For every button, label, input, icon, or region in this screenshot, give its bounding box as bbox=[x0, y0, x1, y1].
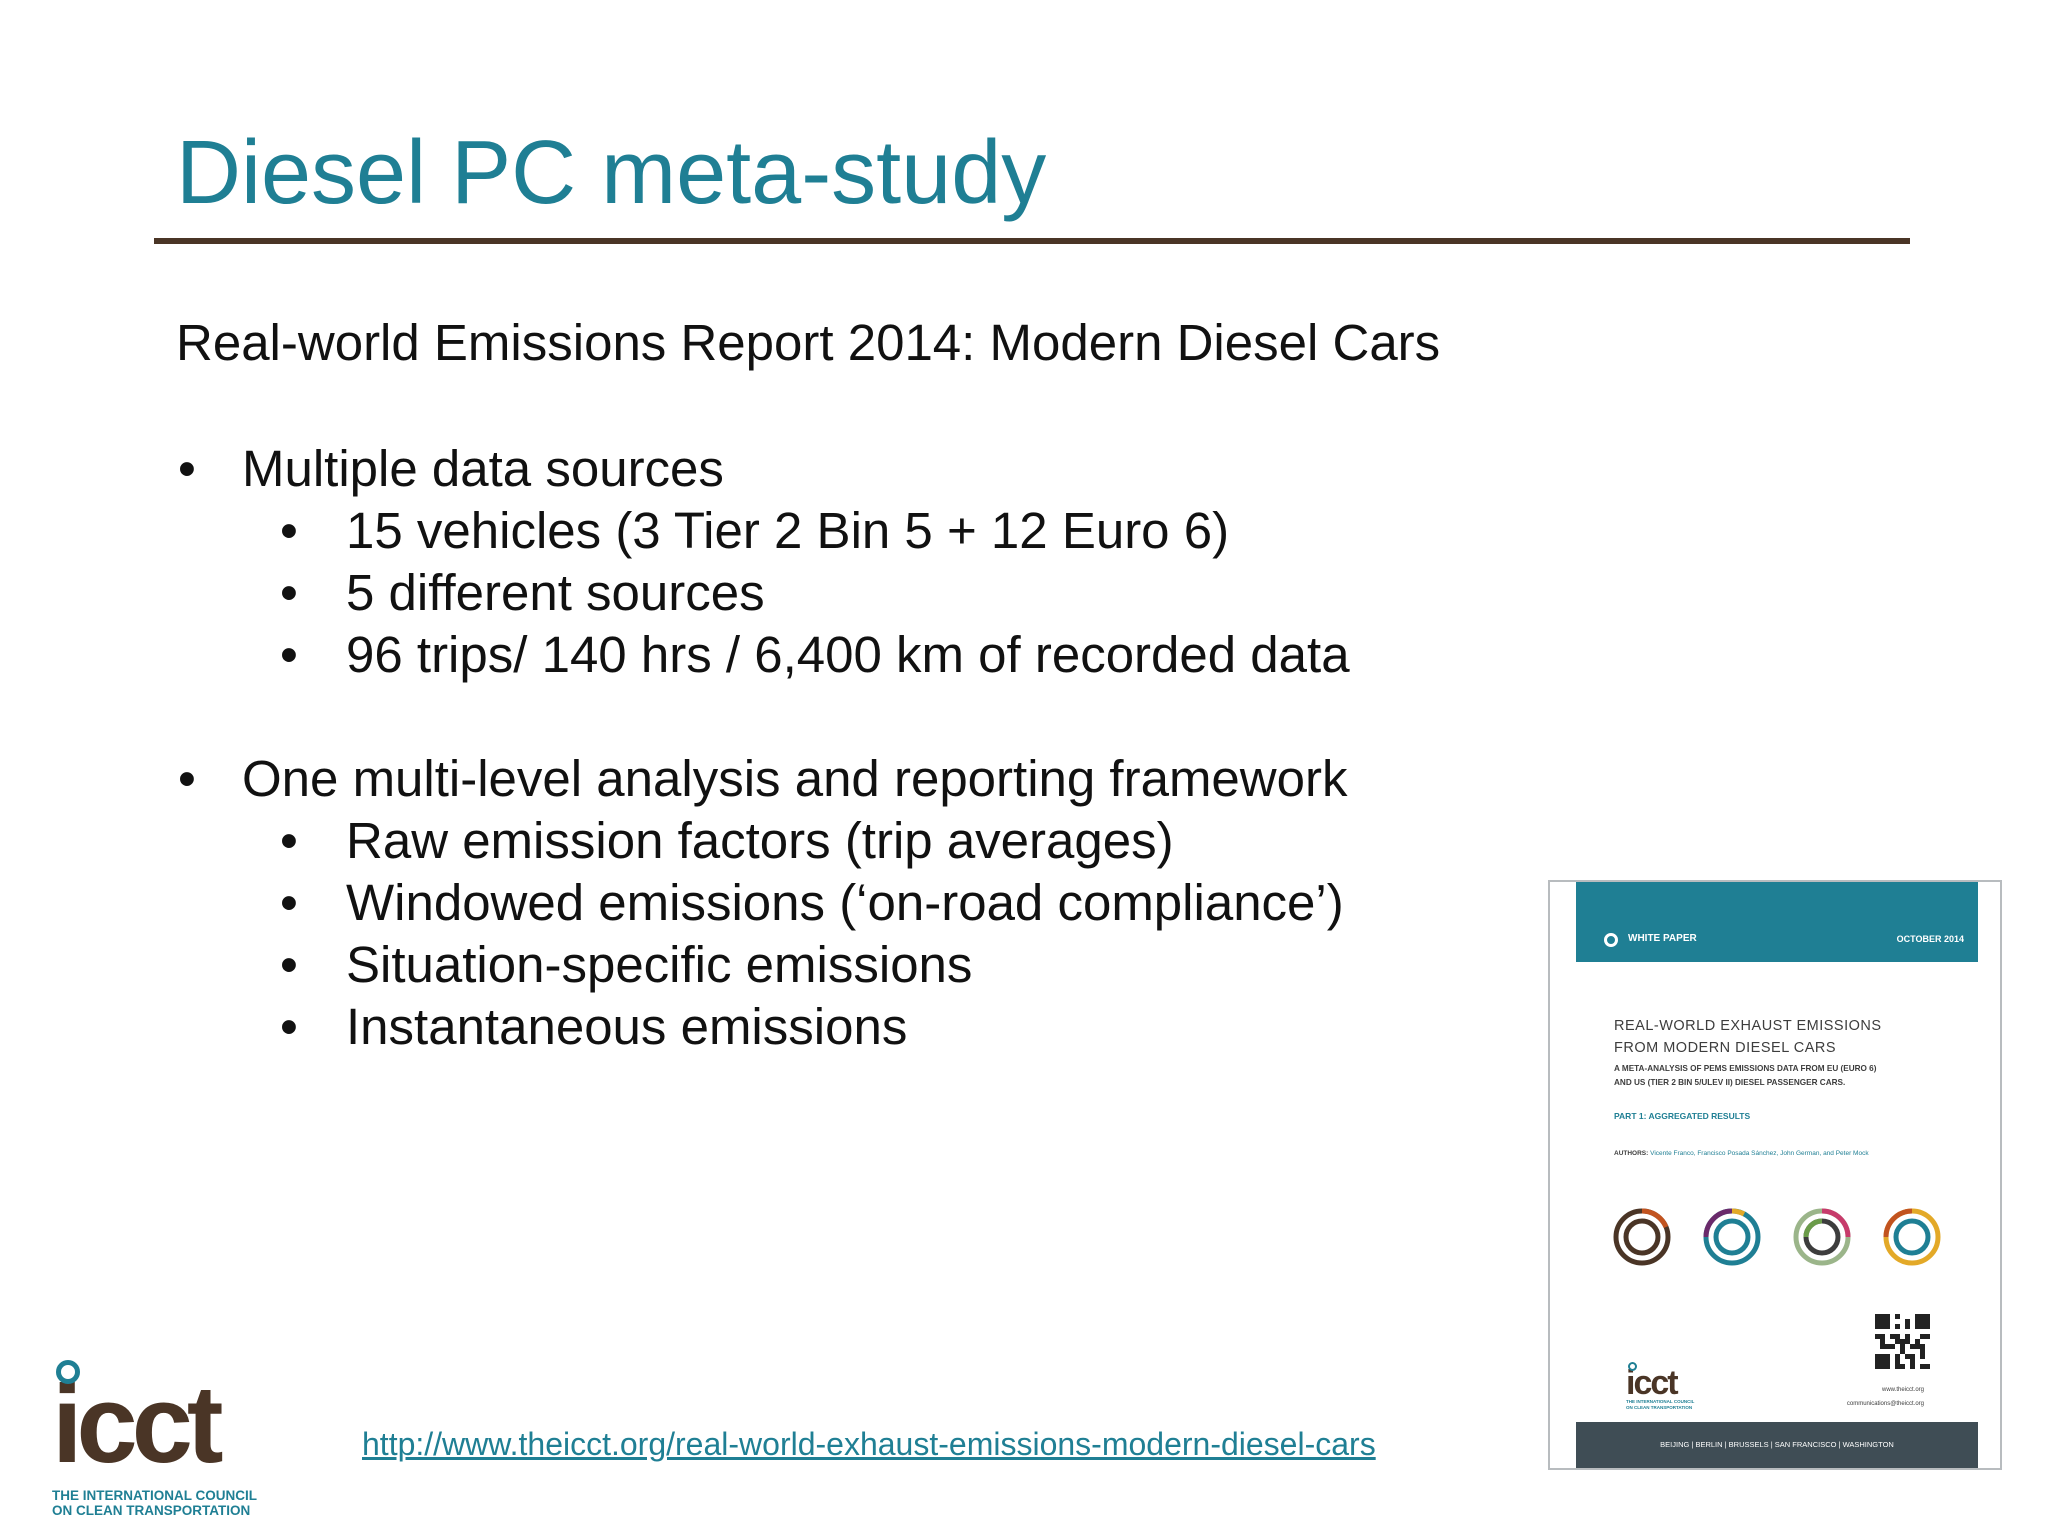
bullet-item: • One multi-level analysis and reporting… bbox=[176, 748, 1350, 810]
sub-bullet-item: • 15 vehicles (3 Tier 2 Bin 5 + 12 Euro … bbox=[176, 500, 1350, 562]
cover-logo-tagline: THE INTERNATIONAL COUNCIL ON CLEAN TRANS… bbox=[1626, 1399, 1695, 1410]
bullet-text: Multiple data sources bbox=[242, 440, 724, 497]
cover-subheading: A META-ANALYSIS OF PEMS EMISSIONS DATA F… bbox=[1614, 1064, 1877, 1087]
bullet-marker: • bbox=[280, 502, 298, 559]
title-divider bbox=[154, 238, 1910, 244]
bullet-marker: • bbox=[280, 936, 298, 993]
cover-date: OCTOBER 2014 bbox=[1896, 934, 1964, 944]
ring-icon bbox=[1883, 1208, 1941, 1266]
cover-logo: icct bbox=[1626, 1362, 1679, 1402]
logo-dot-icon bbox=[1628, 1362, 1637, 1371]
bullet-marker: • bbox=[178, 750, 196, 807]
icct-logo: icct THE INTERNATIONAL COUNCIL ON CLEAN … bbox=[52, 1360, 262, 1518]
bullet-marker: • bbox=[280, 874, 298, 931]
sub-bullet-text: Instantaneous emissions bbox=[346, 998, 908, 1055]
bullet-marker: • bbox=[280, 812, 298, 869]
ring-icon bbox=[1613, 1208, 1671, 1266]
bullet-item: • Multiple data sources bbox=[176, 438, 1350, 500]
sub-bullet-text: Raw emission factors (trip averages) bbox=[346, 812, 1174, 869]
sub-bullet-text: 5 different sources bbox=[346, 564, 765, 621]
report-cover-thumbnail: WHITE PAPER OCTOBER 2014 REAL-WORLD EXHA… bbox=[1548, 880, 2002, 1470]
sub-bullet-text: 15 vehicles (3 Tier 2 Bin 5 + 12 Euro 6) bbox=[346, 502, 1230, 559]
qr-code-icon bbox=[1875, 1314, 1930, 1369]
ring-icon bbox=[1793, 1208, 1851, 1266]
sub-bullet-text: 96 trips/ 140 hrs / 6,400 km of recorded… bbox=[346, 626, 1350, 683]
sub-bullet-item: • Raw emission factors (trip averages) bbox=[176, 810, 1350, 872]
logo-dot-icon bbox=[56, 1360, 80, 1384]
bullet-text: One multi-level analysis and reporting f… bbox=[242, 750, 1348, 807]
sub-bullet-item: • Situation-specific emissions bbox=[176, 934, 1350, 996]
sub-bullet-text: Situation-specific emissions bbox=[346, 936, 973, 993]
cover-doc-type: WHITE PAPER bbox=[1628, 933, 1697, 944]
slide-subtitle: Real-world Emissions Report 2014: Modern… bbox=[176, 314, 1441, 371]
bullet-marker: • bbox=[280, 626, 298, 683]
sub-bullet-item: • 5 different sources bbox=[176, 562, 1350, 624]
bullet-marker: • bbox=[280, 998, 298, 1055]
sub-bullet-text: Windowed emissions (‘on-road compliance’… bbox=[346, 874, 1344, 931]
sub-bullet-item: • Windowed emissions (‘on-road complianc… bbox=[176, 872, 1350, 934]
ring-icon bbox=[1604, 933, 1618, 947]
report-link[interactable]: http://www.theicct.org/real-world-exhaus… bbox=[362, 1426, 1376, 1462]
bullet-marker: • bbox=[280, 564, 298, 621]
bullet-marker: • bbox=[178, 440, 196, 497]
cover-header-band: WHITE PAPER OCTOBER 2014 bbox=[1576, 882, 1978, 962]
cover-ring-icons bbox=[1612, 1207, 1942, 1267]
slide-title: Diesel PC meta-study bbox=[176, 123, 1047, 223]
cover-contact: www.theicct.org communications@theicct.o… bbox=[1846, 1387, 1924, 1407]
cover-footer-cities: BEIJING | BERLIN | BRUSSELS | SAN FRANCI… bbox=[1576, 1422, 1978, 1468]
ring-icon bbox=[1703, 1208, 1761, 1266]
logo-wordmark: icct bbox=[52, 1360, 224, 1480]
sub-bullet-item: • 96 trips/ 140 hrs / 6,400 km of record… bbox=[176, 624, 1350, 686]
cover-part-label: PART 1: AGGREGATED RESULTS bbox=[1614, 1111, 1751, 1121]
cover-authors: AUTHORS: Vicente Franco, Francisco Posad… bbox=[1614, 1150, 1869, 1157]
sub-bullet-item: • Instantaneous emissions bbox=[176, 996, 1350, 1058]
logo-tagline: THE INTERNATIONAL COUNCIL ON CLEAN TRANS… bbox=[52, 1488, 257, 1518]
bullet-list: • Multiple data sources • 15 vehicles (3… bbox=[176, 438, 1350, 1058]
cover-heading: REAL-WORLD EXHAUST EMISSIONS FROM MODERN… bbox=[1614, 1018, 1882, 1056]
